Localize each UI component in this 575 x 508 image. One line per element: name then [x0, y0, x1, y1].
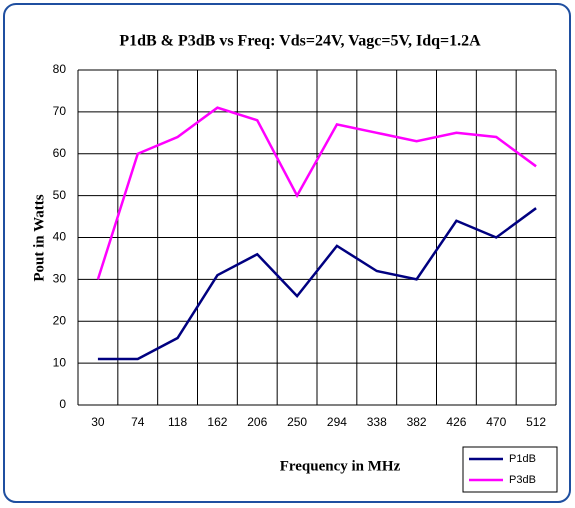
x-tick-label: 382 [407, 415, 427, 429]
x-tick-label: 512 [526, 415, 546, 429]
y-tick-label: 70 [53, 104, 67, 118]
line-series [97, 207, 537, 361]
x-tick-label: 294 [327, 415, 347, 429]
x-tick-label: 470 [486, 415, 506, 429]
y-tick-label: 80 [53, 62, 67, 76]
y-tick-label: 10 [53, 355, 67, 369]
legend-label: P1dB [509, 453, 536, 465]
chart-frame [3, 3, 571, 503]
y-tick-label: 60 [53, 146, 67, 160]
legend-box [462, 446, 558, 493]
x-tick-label: 426 [446, 415, 466, 429]
y-tick-label: 40 [53, 230, 67, 244]
x-tick-label: 250 [287, 415, 307, 429]
line-series [96, 106, 537, 280]
x-tick-label: 206 [247, 415, 267, 429]
x-tick-label: 338 [367, 415, 387, 429]
legend-label: P3dB [509, 474, 536, 486]
x-tick-label: 74 [131, 415, 145, 429]
chart-title: P1dB & P3dB vs Freq: Vds=24V, Vagc=5V, I… [119, 33, 481, 50]
y-axis-label: Pout in Watts [31, 194, 47, 281]
x-axis-label: Frequency in MHz [280, 458, 401, 474]
y-tick-label: 0 [59, 397, 66, 411]
y-tick-label: 30 [53, 272, 67, 286]
y-tick-label: 20 [53, 313, 67, 327]
x-tick-label: 162 [207, 415, 227, 429]
y-tick-label: 50 [53, 188, 67, 202]
x-tick-label: 118 [168, 415, 187, 429]
x-tick-label: 30 [91, 415, 105, 429]
